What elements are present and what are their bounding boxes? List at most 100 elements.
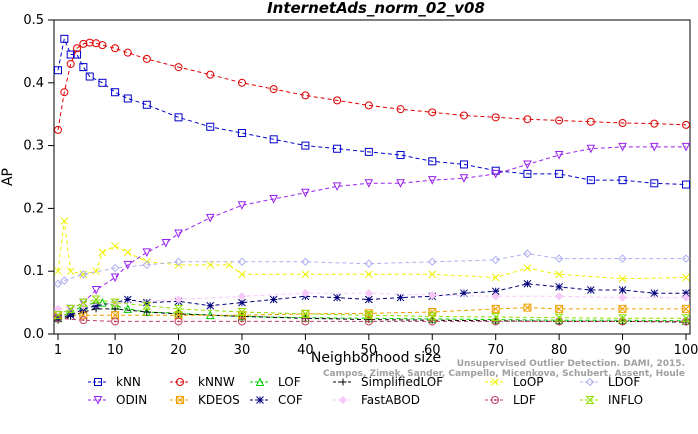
chart-title: InternetAds_norm_02_v08 xyxy=(267,0,485,17)
x-tick-label-2: 20 xyxy=(170,343,187,358)
point-LDF-1 xyxy=(79,316,88,325)
point-COF-19 xyxy=(555,283,563,291)
point-INFLO-1 xyxy=(65,304,76,313)
point-COF-17 xyxy=(491,287,500,296)
point-LoOP-7 xyxy=(123,248,132,257)
point-COF-10 xyxy=(269,295,278,304)
y-tick-label-0: 0.0 xyxy=(23,327,44,342)
point-LDOF-5 xyxy=(174,257,183,266)
series-kNN xyxy=(54,34,690,189)
series-kNNW xyxy=(54,38,690,134)
point-INFLO-13 xyxy=(617,314,628,323)
legend-marker-kNNW xyxy=(176,378,184,386)
point-ODIN-3 xyxy=(91,286,101,295)
point-ODIN-4 xyxy=(110,273,120,283)
point-kNN-25 xyxy=(650,179,659,188)
point-ODIN-23 xyxy=(649,142,659,152)
point-COF-23 xyxy=(682,289,690,298)
point-kNNW-2 xyxy=(66,59,75,68)
x-tick-label-6: 60 xyxy=(424,343,441,358)
point-ODIN-12 xyxy=(301,188,310,198)
legend-item-LDF: LDF xyxy=(485,393,536,407)
point-LoOP-19 xyxy=(618,274,627,283)
point-LDOF-9 xyxy=(428,257,437,266)
point-LDOF-14 xyxy=(681,254,691,263)
x-tick-label-0: 1 xyxy=(54,343,62,358)
point-ODIN-6 xyxy=(142,248,152,257)
point-COF-16 xyxy=(460,289,468,298)
x-tick-label-7: 70 xyxy=(487,343,504,358)
legend-marker-kNN xyxy=(94,378,102,386)
point-INFLO-9 xyxy=(364,311,374,320)
point-kNN-21 xyxy=(523,169,532,178)
point-LDF-4 xyxy=(237,317,246,326)
x-tick-label-9: 90 xyxy=(614,343,631,358)
point-COF-5 xyxy=(123,295,132,304)
point-FastABOD-6 xyxy=(364,288,374,298)
legend-marker-FastABOD xyxy=(338,395,348,405)
point-LoOP-1 xyxy=(60,217,69,225)
point-LDOF-8 xyxy=(364,259,374,268)
line-FastABOD xyxy=(57,292,686,310)
point-INFLO-4 xyxy=(110,298,120,307)
legend-marker-LOF xyxy=(255,377,265,386)
point-kNN-8 xyxy=(123,94,132,103)
point-kNN-22 xyxy=(555,169,564,178)
point-LOF-4 xyxy=(98,297,107,307)
point-KDEOS-10 xyxy=(555,304,564,313)
point-kNNW-10 xyxy=(142,54,151,63)
point-kNNW-25 xyxy=(618,118,627,127)
point-kNN-10 xyxy=(174,113,183,122)
point-kNN-9 xyxy=(142,100,151,109)
x-tick-label-4: 40 xyxy=(297,343,314,358)
point-LDF-5 xyxy=(301,317,310,326)
point-FastABOD-10 xyxy=(618,293,627,302)
point-kNNW-26 xyxy=(650,119,659,128)
point-INFLO-3 xyxy=(91,295,101,304)
point-kNNW-8 xyxy=(111,44,120,53)
point-LoOP-5 xyxy=(98,248,107,257)
line-LDOF xyxy=(57,253,686,285)
legend-item-COF: COF xyxy=(250,393,303,407)
point-LDOF-6 xyxy=(237,257,247,266)
legend-item-LOF: LOF xyxy=(250,375,301,389)
point-ODIN-21 xyxy=(586,144,596,154)
legend-label-LDF: LDF xyxy=(513,393,536,407)
y-tick-label-1: 0.1 xyxy=(23,264,44,279)
line-LOF xyxy=(57,302,687,322)
point-INFLO-8 xyxy=(300,309,311,318)
point-kNNW-20 xyxy=(459,111,468,120)
point-LDOF-10 xyxy=(491,255,500,265)
point-kNNW-5 xyxy=(85,38,94,47)
point-kNN-4 xyxy=(79,63,88,72)
point-INFLO-10 xyxy=(427,312,437,321)
point-kNNW-24 xyxy=(586,117,595,126)
point-kNN-16 xyxy=(364,147,373,156)
point-kNNW-27 xyxy=(682,120,690,129)
point-LoOP-17 xyxy=(523,264,532,272)
point-ODIN-16 xyxy=(427,176,437,185)
legend-label-LoOP: LoOP xyxy=(513,375,544,389)
point-LDOF-4 xyxy=(142,260,152,270)
legend-label-LDOF: LDOF xyxy=(608,375,640,389)
point-LoOP-3 xyxy=(79,270,88,279)
point-ODIN-9 xyxy=(205,213,215,223)
point-kNNW-13 xyxy=(237,78,246,87)
y-tick-label-5: 0.5 xyxy=(23,13,44,28)
point-INFLO-14 xyxy=(681,314,691,323)
legend-item-LDOF: LDOF xyxy=(580,375,640,389)
point-LDOF-12 xyxy=(554,254,564,263)
legend-item-KDEOS: KDEOS xyxy=(170,393,240,407)
legend-item-kNNW: kNNW xyxy=(170,375,235,389)
point-LDOF-7 xyxy=(301,257,310,266)
point-kNNW-16 xyxy=(333,96,342,105)
y-tick-label-2: 0.2 xyxy=(23,201,44,216)
point-COF-20 xyxy=(586,286,595,294)
series-LoOP xyxy=(54,217,690,283)
point-kNN-24 xyxy=(618,176,627,185)
point-ODIN-20 xyxy=(554,151,564,160)
legend-label-COF: COF xyxy=(278,393,303,407)
point-kNN-15 xyxy=(333,144,342,153)
point-COF-3 xyxy=(92,301,100,310)
point-LoOP-4 xyxy=(92,267,100,276)
